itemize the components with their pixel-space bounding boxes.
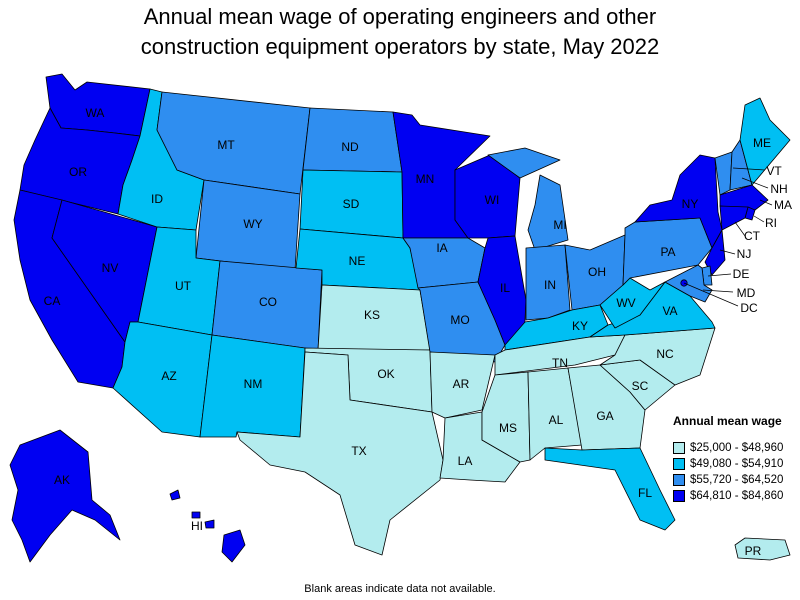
legend-label: $49,080 - $54,910	[690, 458, 784, 470]
label-il: IL	[500, 281, 510, 295]
state-labels: WA OR CA NV ID MT WY UT AZ CO NM ND SD N…	[44, 106, 792, 558]
label-mt: MT	[217, 138, 235, 152]
label-ms: MS	[499, 421, 517, 435]
label-ak: AK	[54, 473, 70, 487]
label-oh: OH	[588, 265, 606, 279]
label-ut: UT	[175, 279, 192, 293]
label-pr: PR	[745, 544, 762, 558]
legend-label: $25,000 - $48,960	[690, 442, 784, 454]
label-ga: GA	[596, 409, 613, 423]
label-ri: RI	[765, 216, 777, 230]
map-title: Annual mean wage of operating engineers …	[0, 2, 800, 62]
state-fl[interactable]	[544, 447, 676, 531]
label-wy: WY	[243, 217, 262, 231]
legend-item: $55,720 - $64,520	[673, 472, 798, 488]
state-ct[interactable]	[719, 205, 749, 231]
label-wi: WI	[485, 193, 500, 207]
label-nv: NV	[102, 261, 119, 275]
label-al: AL	[549, 413, 564, 427]
label-ar: AR	[453, 377, 470, 391]
label-ia: IA	[436, 241, 447, 255]
label-co: CO	[259, 295, 277, 309]
state-nj[interactable]	[704, 229, 726, 276]
state-ar[interactable]	[429, 351, 496, 419]
legend-swatch	[673, 442, 685, 454]
label-sc: SC	[632, 379, 649, 393]
state-ak[interactable]	[9, 429, 121, 563]
label-la: LA	[458, 454, 473, 468]
legend-item: $64,810 - $84,860	[673, 488, 798, 504]
label-tx: TX	[351, 444, 366, 458]
label-mo: MO	[450, 313, 469, 327]
label-dc: DC	[740, 301, 758, 315]
leader-lines	[683, 167, 773, 307]
label-pa: PA	[660, 245, 675, 259]
label-nj: NJ	[737, 247, 752, 261]
label-nm: NM	[244, 377, 263, 391]
legend-swatch	[673, 490, 685, 502]
label-fl: FL	[638, 486, 652, 500]
label-ct: CT	[744, 229, 761, 243]
label-vt: VT	[766, 164, 782, 178]
label-tn: TN	[552, 356, 568, 370]
label-me: ME	[753, 136, 771, 150]
label-in: IN	[544, 278, 556, 292]
legend-item: $25,000 - $48,960	[673, 440, 798, 456]
legend-item: $49,080 - $54,910	[673, 456, 798, 472]
state-hi[interactable]	[169, 489, 246, 563]
state-md[interactable]	[664, 264, 713, 303]
map-title-line-1: Annual mean wage of operating engineers …	[143, 4, 657, 29]
label-wa: WA	[86, 106, 105, 120]
label-mi: MI	[553, 218, 566, 232]
label-md: MD	[737, 286, 756, 300]
label-or: OR	[69, 165, 87, 179]
footnote: Blank areas indicate data not available.	[304, 583, 496, 595]
label-ny: NY	[682, 197, 699, 211]
label-az: AZ	[161, 369, 176, 383]
label-wv: WV	[616, 296, 635, 310]
legend-swatch	[673, 458, 685, 470]
label-sd: SD	[343, 197, 360, 211]
label-hi: HI	[191, 519, 203, 533]
map-title-line-2: construction equipment operators by stat…	[140, 34, 660, 59]
label-ks: KS	[364, 308, 380, 322]
state-tx[interactable]	[236, 351, 444, 556]
label-va: VA	[662, 304, 677, 318]
label-de: DE	[733, 267, 750, 281]
label-mn: MN	[416, 172, 435, 186]
state-al[interactable]	[527, 367, 583, 461]
legend-swatch	[673, 474, 685, 486]
state-wa[interactable]	[45, 73, 151, 137]
label-ky: KY	[572, 319, 588, 333]
label-ok: OK	[377, 367, 394, 381]
label-ma: MA	[774, 198, 792, 212]
state-pr[interactable]	[734, 537, 791, 561]
state-ma[interactable]	[719, 184, 769, 211]
map-legend: Annual mean wage $25,000 - $48,960 $49,0…	[673, 414, 798, 504]
label-nd: ND	[341, 140, 359, 154]
legend-label: $64,810 - $84,860	[690, 490, 784, 502]
label-nh: NH	[770, 182, 787, 196]
label-nc: NC	[656, 347, 674, 361]
legend-title: Annual mean wage	[673, 414, 782, 428]
label-ca: CA	[44, 294, 61, 308]
legend-label: $55,720 - $64,520	[690, 474, 784, 486]
label-ne: NE	[349, 254, 366, 268]
state-vt[interactable]	[714, 151, 733, 196]
label-id: ID	[151, 192, 163, 206]
